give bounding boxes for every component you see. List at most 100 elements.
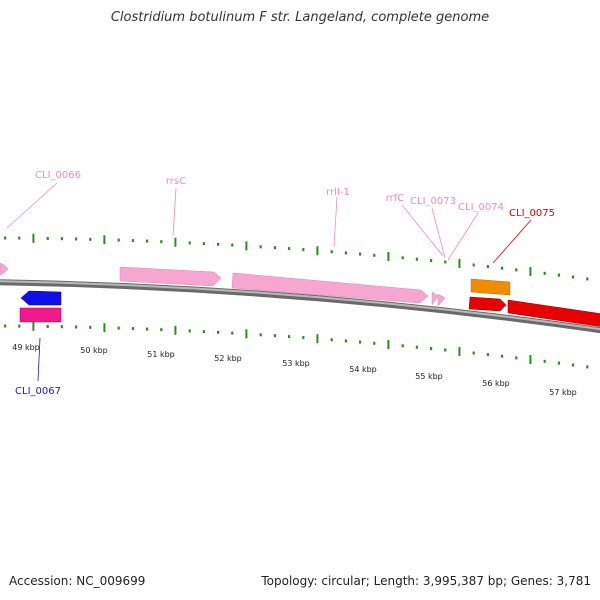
outer-minor-tick xyxy=(586,277,589,281)
scale-label: 57 kbp xyxy=(549,388,577,397)
rrna-arrow-cli-0073[interactable] xyxy=(437,293,446,307)
inner-major-tick xyxy=(387,340,390,349)
leader-line-rrsc xyxy=(172,187,177,237)
outer-major-tick xyxy=(529,267,532,277)
outer-minor-tick xyxy=(543,271,546,275)
inner-major-tick xyxy=(245,329,248,339)
cds-red-arrow-large[interactable] xyxy=(507,299,600,328)
rrna-arrow-rrfc[interactable] xyxy=(431,291,439,306)
inner-minor-tick xyxy=(4,324,7,328)
feature-label-rrfc[interactable]: rrfC xyxy=(386,193,405,204)
inner-minor-tick xyxy=(188,329,191,333)
outer-minor-tick xyxy=(75,237,78,241)
inner-minor-tick xyxy=(330,338,333,342)
outer-minor-tick xyxy=(202,242,205,246)
outer-minor-tick xyxy=(273,246,276,250)
outer-minor-tick xyxy=(117,238,120,242)
outer-minor-tick xyxy=(217,242,220,246)
inner-major-tick xyxy=(316,334,319,344)
inner-minor-tick xyxy=(401,344,404,348)
inner-minor-tick xyxy=(259,333,262,337)
inner-minor-tick xyxy=(302,336,305,340)
inner-minor-tick xyxy=(273,334,276,338)
leader-line-cli-0066 xyxy=(6,182,58,229)
inner-minor-tick xyxy=(444,348,447,352)
genome-title: Clostridium botulinum F str. Langeland, … xyxy=(110,10,490,25)
outer-minor-tick xyxy=(89,237,92,241)
outer-minor-tick xyxy=(415,257,418,261)
outer-minor-tick xyxy=(501,266,504,270)
scale-label: 54 kbp xyxy=(349,365,377,374)
inner-minor-tick xyxy=(373,341,376,345)
inner-minor-tick xyxy=(501,354,504,358)
inner-minor-tick xyxy=(217,330,220,334)
rrna-arrow-rrli-1[interactable] xyxy=(231,272,429,304)
cds-blue-arrow-cli-0067[interactable] xyxy=(20,290,62,306)
inner-minor-tick xyxy=(557,361,560,365)
leader-line-cli-0073 xyxy=(431,207,446,259)
outer-minor-tick xyxy=(302,248,305,252)
inner-minor-tick xyxy=(89,325,92,329)
outer-major-tick xyxy=(387,252,390,261)
inner-major-tick xyxy=(529,355,532,365)
feature-label-cli-0073[interactable]: CLI_0073 xyxy=(410,196,456,207)
outer-minor-tick xyxy=(160,240,163,244)
feature-label-rrsc[interactable]: rrsC xyxy=(166,176,186,187)
inner-major-tick xyxy=(174,325,177,335)
outer-minor-tick xyxy=(401,256,404,260)
outer-minor-tick xyxy=(288,247,291,251)
outer-minor-tick xyxy=(188,241,191,245)
feature-label-rrli-1[interactable]: rrlI-1 xyxy=(326,187,350,198)
scale-label: 50 kbp xyxy=(80,346,108,355)
feature-label-cli-0066[interactable]: CLI_0066 xyxy=(35,170,81,181)
outer-minor-tick xyxy=(557,273,560,277)
feature-label-cli-0074[interactable]: CLI_0074 xyxy=(458,202,504,213)
outer-minor-tick xyxy=(515,268,518,272)
inner-minor-tick xyxy=(146,327,149,331)
rrna-arrow-cli-0066[interactable] xyxy=(0,262,9,276)
scale-label: 53 kbp xyxy=(282,359,310,368)
inner-minor-tick xyxy=(586,365,589,369)
inner-minor-tick xyxy=(472,351,475,355)
outer-minor-tick xyxy=(373,253,376,257)
inner-major-tick xyxy=(32,321,35,331)
inner-major-tick xyxy=(103,323,106,333)
outer-major-tick xyxy=(245,241,248,251)
leader-line-cli-0074 xyxy=(447,212,479,261)
outer-major-tick xyxy=(103,235,106,245)
outer-minor-tick xyxy=(330,250,333,254)
inner-minor-tick xyxy=(543,359,546,363)
inner-minor-tick xyxy=(231,331,234,335)
outer-minor-tick xyxy=(4,236,7,240)
outer-minor-tick xyxy=(444,260,447,264)
cds-magenta-feature[interactable] xyxy=(19,307,62,323)
outer-minor-tick xyxy=(430,259,433,263)
inner-minor-tick xyxy=(117,326,120,330)
outer-minor-tick xyxy=(572,275,575,279)
outer-tick-row xyxy=(4,233,589,281)
outer-minor-tick xyxy=(146,239,149,243)
cds-red-arrow-cli-0075[interactable] xyxy=(468,296,507,312)
inner-major-tick xyxy=(458,347,461,356)
inner-minor-tick xyxy=(430,347,433,351)
scale-label: 51 kbp xyxy=(147,350,175,359)
cds-orange-feature[interactable] xyxy=(470,278,511,296)
inner-minor-tick xyxy=(46,325,49,328)
inner-minor-tick xyxy=(60,325,63,329)
outer-minor-tick xyxy=(344,251,347,255)
feature-label-cli-0075[interactable]: CLI_0075 xyxy=(509,208,555,219)
leader-line-cli-0075 xyxy=(492,219,532,264)
inner-minor-tick xyxy=(75,325,78,329)
outer-minor-tick xyxy=(472,263,475,267)
outer-minor-tick xyxy=(131,239,134,243)
rrna-arrow-rrsc[interactable] xyxy=(119,266,222,287)
inner-minor-tick xyxy=(486,353,489,357)
outer-major-tick xyxy=(316,246,319,256)
inner-minor-tick xyxy=(160,328,163,332)
inner-minor-tick xyxy=(359,340,362,344)
leader-line-cli-0067 xyxy=(37,337,41,382)
outer-major-tick xyxy=(458,259,461,268)
leader-line-rrli-1 xyxy=(333,196,338,248)
inner-minor-tick xyxy=(202,330,205,334)
feature-label-cli-0067[interactable]: CLI_0067 xyxy=(15,386,61,397)
